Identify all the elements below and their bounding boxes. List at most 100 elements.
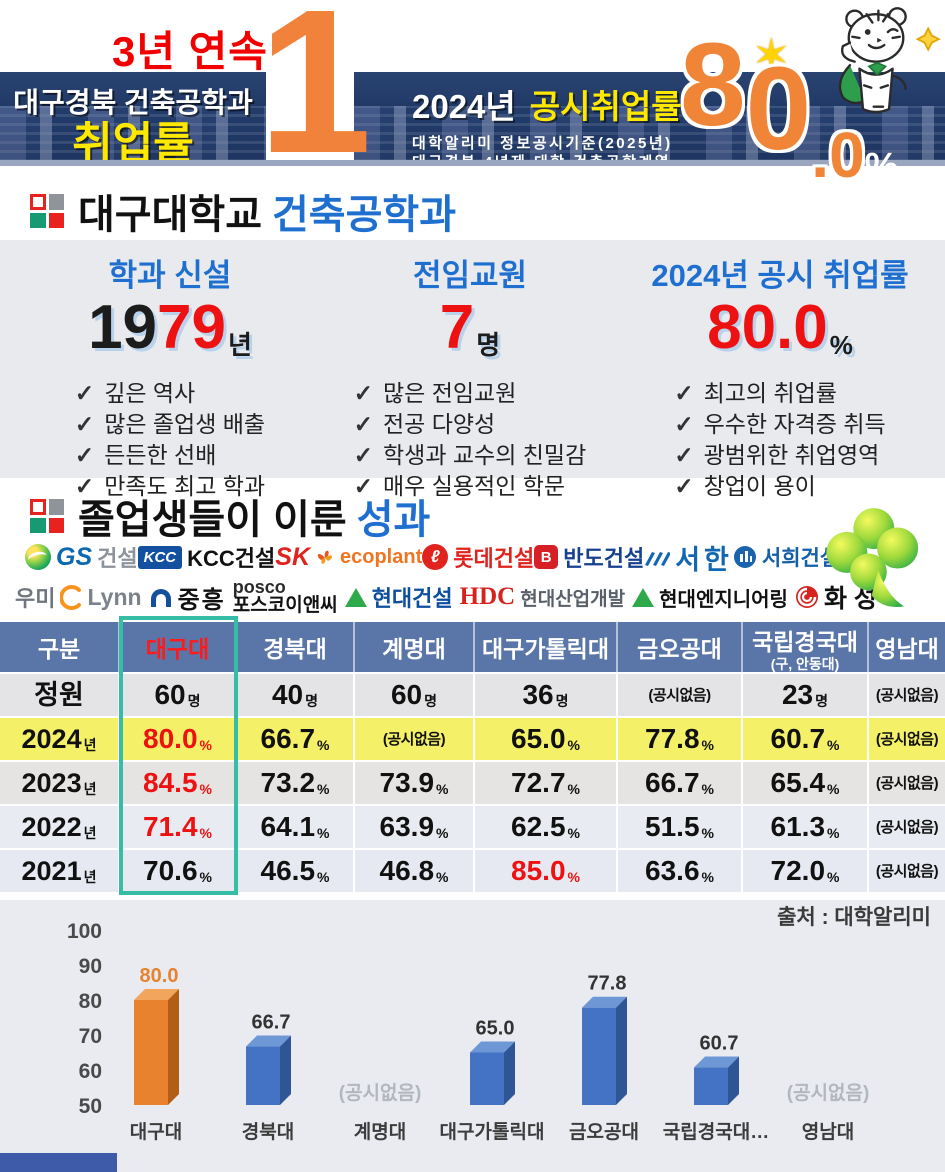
banner-left-line2: 취업률	[72, 119, 194, 163]
sparkle-icon: ✶	[752, 29, 791, 81]
stat-value-employment: 80.0%	[625, 297, 935, 370]
check-icon: ✓	[353, 380, 374, 406]
cell-value: 66.7	[260, 723, 316, 754]
stat-value-part: 80.0	[707, 293, 828, 362]
big-rate-digit1: 8	[680, 19, 746, 151]
table-header-0: 구분	[0, 622, 120, 672]
section-dept-title: 대구대학교 건축공학과	[78, 182, 456, 240]
hwaseong-logo-icon	[795, 585, 819, 609]
cell-unit: %	[827, 869, 840, 885]
company-logos-row2: 우미 Lynn 중흥 posco 포스코이앤씨 현대건설 HDC 현대산업개발 현대엔지니어링 화…	[15, 576, 877, 617]
table-header-text: 대구가톨릭대	[482, 636, 609, 662]
check-icon: ✓	[674, 380, 694, 406]
checklist-text: 만족도 최고 학과	[104, 473, 266, 499]
checklist-text: 전공 다양성	[383, 411, 496, 437]
row-label-text: 2022	[21, 811, 82, 842]
seohan-logo: 서한	[644, 538, 733, 577]
cell-value: (공시없음)	[382, 730, 446, 748]
big-rate-digit2: 0	[745, 43, 812, 175]
checklist-item: ✓ 우수한 자격증 취득	[674, 409, 885, 440]
table-cell: (공시없음)	[355, 716, 475, 760]
logo-text: posco	[232, 576, 286, 597]
table-cell: 60.7%	[743, 716, 869, 760]
logo-text: 서한	[675, 544, 733, 575]
table-header-text: 국립경국대	[752, 628, 858, 655]
row-label-text: 2024	[21, 723, 82, 754]
cell-value: 73.2	[260, 767, 316, 798]
checklist-item: ✓ 많은 전임교원	[354, 378, 587, 409]
cell-unit: %	[199, 781, 212, 797]
bar-side-face	[280, 1035, 291, 1105]
table-cell: 77.8%	[618, 716, 743, 760]
cell-value: 61.3	[770, 811, 826, 842]
cell-unit: %	[567, 737, 580, 753]
cell-value: 70.6	[143, 855, 198, 886]
section-outcome-title: 졸업생들이 이룬 성과	[78, 487, 430, 545]
x-axis-label: 대구가톨릭대	[440, 1121, 545, 1143]
cell-unit: %	[199, 737, 212, 753]
cell-unit: %	[436, 869, 449, 885]
campus-photo-left	[0, 106, 266, 162]
checklist-item: ✓ 광범위한 취업영역	[674, 440, 885, 471]
big-rate-decimal: .0	[811, 119, 865, 191]
check-icon: ✓	[74, 411, 95, 437]
table-cell: 85.0%	[475, 848, 618, 892]
cell-unit: %	[199, 869, 212, 885]
x-axis-label: 영남대	[802, 1121, 854, 1143]
no-data-label: (공시없음)	[787, 1082, 870, 1104]
table-cell: (공시없음)	[618, 672, 743, 716]
table-cell: 80.0%	[120, 716, 237, 760]
cell-value: 60	[154, 679, 186, 710]
seohan-logo-icon	[644, 548, 671, 566]
table-cell: 84.5%	[120, 760, 237, 804]
bar-value-label: 66.7	[252, 1012, 291, 1034]
logo-text: 우미	[15, 586, 56, 611]
logo-text: 현대엔지니어링	[659, 588, 788, 611]
cell-unit: %	[199, 825, 212, 841]
checklist-item: ✓ 최고의 취업률	[674, 378, 885, 409]
stat-label-founded: 학과 신설	[108, 258, 232, 293]
table-cell: 60 명	[355, 672, 475, 716]
bar-value-label: 60.7	[700, 1033, 739, 1055]
x-axis-label: 대구대	[130, 1121, 182, 1143]
cell-unit: %	[317, 869, 330, 885]
table-cell: 23 명	[743, 672, 869, 716]
cell-value: 66.7	[645, 767, 700, 798]
source-caption: 출처 : 대학알리미	[777, 906, 931, 929]
check-icon: ✓	[74, 380, 95, 406]
stat-items-faculty: ✓ 많은 전임교원 ✓ 전공 다양성 ✓ 학생과 교수의 친밀감 ✓ 매우 실용적인 학문	[354, 378, 587, 502]
table-header-3: 계명대	[355, 622, 475, 672]
bar	[470, 1052, 504, 1105]
cell-value: 80.0	[143, 723, 198, 754]
table-header-text: 경북대	[263, 636, 327, 662]
posco-enc-logo: posco 포스코이앤씨	[232, 576, 338, 617]
check-icon: ✓	[74, 473, 95, 499]
y-axis-tick: 90	[79, 955, 102, 978]
dept-title-blue: 건축공학과	[272, 193, 456, 237]
table-cell: 51.5%	[618, 804, 743, 848]
row-label-text: 2023	[21, 767, 82, 798]
logo-text: KCC건설	[187, 546, 276, 571]
employment-chart: 100 90 80 70 60 50 80.0 대구대 66.7 경북대 (공시없음) 계명대 65.0…	[67, 920, 870, 1143]
company-logos-row1: GS 건설 KCC KCC건설 SK ecoplant ℓ 롯데건설 B 반도건설 서한 서희건설	[25, 538, 839, 577]
kcc-construction-logo: KCC KCC건설	[137, 541, 276, 573]
cell-value: (공시없음)	[875, 818, 939, 836]
bar	[582, 1007, 616, 1105]
cell-unit: %	[827, 825, 840, 841]
table-cell: (공시없음)	[869, 760, 945, 804]
cell-unit: %	[701, 737, 714, 753]
table-header-1: 대구대	[120, 622, 237, 672]
cell-value: (공시없음)	[875, 862, 939, 880]
bar-top-face	[694, 1056, 739, 1068]
y-axis-tick: 70	[79, 1025, 102, 1048]
stat-value-part: 79	[157, 293, 226, 362]
table-header-text: 금오공대	[637, 636, 722, 662]
checklist-item: ✓ 많은 졸업생 배출	[75, 409, 265, 440]
cell-value: 63.9	[379, 811, 435, 842]
cell-value: 72.0	[770, 855, 826, 886]
table-cell: 62.5%	[475, 804, 618, 848]
checklist-text: 광범위한 취업영역	[703, 442, 880, 468]
bar-value-label: 80.0	[140, 965, 179, 987]
logo-text: 롯데건설	[453, 546, 535, 571]
table-row-label: 2024 년	[0, 716, 120, 760]
